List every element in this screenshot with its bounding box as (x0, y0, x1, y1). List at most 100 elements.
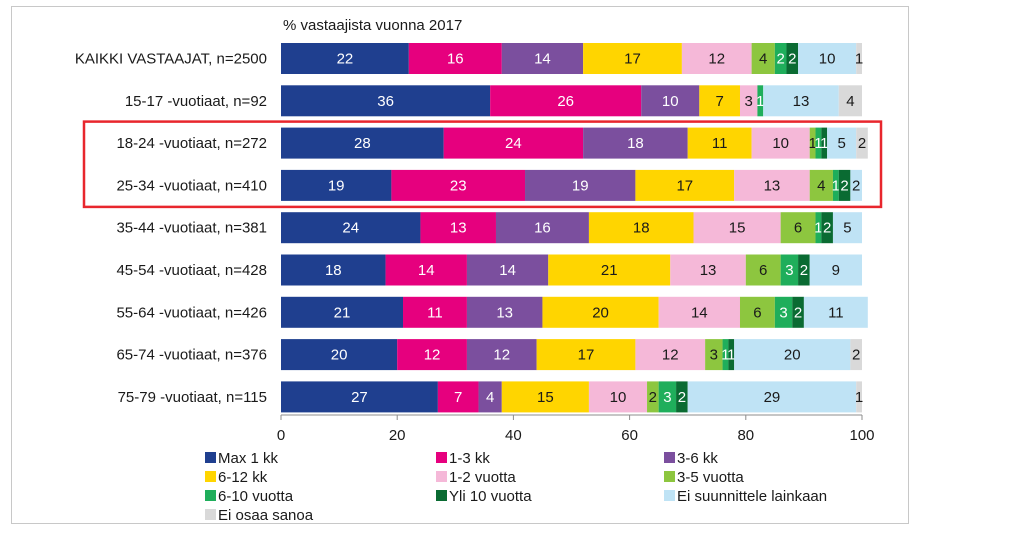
bar-segment (687, 127, 752, 159)
category-label: 15-17 -vuotiaat, n=92 (125, 93, 267, 110)
data-label: 2 (852, 177, 860, 194)
data-label: 12 (662, 347, 679, 364)
bar-segment (815, 127, 822, 159)
data-label: 14 (534, 51, 551, 68)
bar-segment (658, 381, 677, 413)
legend-swatch (436, 452, 447, 463)
data-label: 4 (759, 51, 767, 68)
bar-segment (542, 296, 659, 328)
bar-segment (809, 127, 816, 159)
data-label: 5 (843, 220, 851, 237)
data-label: 1 (721, 347, 729, 364)
bar-segment (832, 169, 839, 201)
data-label: 14 (499, 262, 516, 279)
data-label: 12 (708, 51, 725, 68)
bar-segment (647, 381, 659, 413)
bar-segment (774, 43, 787, 74)
bar-segment (856, 43, 862, 74)
highlight-box (82, 120, 883, 209)
data-label: 2 (678, 389, 686, 406)
category-label: 18-24 -vuotiaat, n=272 (116, 135, 267, 152)
x-tick-label: 40 (505, 427, 522, 444)
data-label: 11 (427, 304, 443, 321)
data-label: 16 (534, 220, 551, 237)
data-label: 4 (486, 389, 494, 406)
data-label: 20 (784, 347, 801, 364)
data-label: 12 (493, 347, 510, 364)
legend-swatch (205, 471, 216, 482)
bar-segment (391, 169, 526, 201)
data-label: 7 (454, 389, 462, 406)
legend: Max 1 kk 1-3 kk 3-6 kk 6-12 kk 1-2 vuotta 3-5… (205, 450, 827, 524)
bar-segment (525, 169, 636, 201)
x-tick-label: 80 (737, 427, 754, 444)
data-label: 1 (820, 135, 828, 152)
bar-segment (728, 339, 735, 371)
bar-segment (490, 85, 642, 117)
bar-segment (757, 85, 764, 117)
bar-segment (780, 212, 816, 244)
legend-label: Ei suunnittele lainkaan (677, 488, 827, 505)
bars-layer: KAIKKI VASTAAJAT, n=2500 22 16 14 17 12 4 2 2 10 1… (75, 43, 883, 413)
bar-segment (536, 339, 636, 371)
bar-segment (583, 127, 688, 159)
bar-segment (803, 296, 868, 328)
x-axis: 0 20 40 60 80 100 (277, 414, 875, 444)
category-label: KAIKKI VASTAAJAT, n=2500 (75, 51, 267, 68)
bar-segment (745, 254, 781, 286)
data-label: 18 (325, 262, 342, 279)
legend-label: Yli 10 vuotta (449, 488, 532, 505)
data-label: 3 (710, 347, 718, 364)
bar-segment (821, 212, 833, 244)
bar-segment (705, 339, 723, 371)
data-label: 13 (450, 220, 467, 237)
legend-swatch (436, 471, 447, 482)
bar-segment (641, 85, 700, 117)
data-label: 13 (764, 177, 781, 194)
data-label: 12 (424, 347, 441, 364)
data-label: 24 (505, 135, 522, 152)
data-label: 1 (855, 389, 863, 406)
data-label: 14 (418, 262, 435, 279)
stacked-bar-chart: % vastaajista vuonna 2017 KAIKKI VASTAAJ… (75, 17, 883, 524)
bar-segment (635, 339, 706, 371)
bar-segment (809, 254, 862, 286)
bar-segment (495, 212, 589, 244)
bar-segment (548, 254, 671, 286)
legend-label: Max 1 kk (218, 450, 279, 467)
data-label: 3 (745, 93, 753, 110)
legend-swatch (664, 452, 675, 463)
data-label: 11 (712, 135, 728, 152)
bar-segment (676, 381, 688, 413)
data-label: 6 (794, 220, 802, 237)
bar-segment (281, 381, 438, 413)
bar-segment (501, 43, 584, 74)
legend-swatch (205, 509, 216, 520)
data-label: 6 (753, 304, 761, 321)
legend-swatch (436, 490, 447, 501)
category-label: 25-34 -vuotiaat, n=410 (116, 177, 267, 194)
data-label: 9 (832, 262, 840, 279)
data-label: 27 (351, 389, 368, 406)
bar-segment (798, 43, 857, 74)
bar-segment (385, 254, 467, 286)
data-label: 13 (496, 304, 513, 321)
data-label: 7 (715, 93, 723, 110)
data-label: 10 (662, 93, 679, 110)
bar-segment (739, 296, 775, 328)
bar-segment (681, 43, 752, 74)
bar-segment (827, 127, 857, 159)
data-label: 2 (788, 51, 796, 68)
legend-label: 1-2 vuotta (449, 469, 516, 486)
data-label: 2 (852, 347, 860, 364)
data-label: 17 (676, 177, 693, 194)
data-label: 5 (837, 135, 845, 152)
bar-segment (281, 85, 491, 117)
data-label: 2 (823, 220, 831, 237)
x-tick-label: 0 (277, 427, 285, 444)
category-label: 65-74 -vuotiaat, n=376 (116, 347, 267, 364)
data-label: 16 (447, 51, 464, 68)
data-label: 15 (537, 389, 554, 406)
legend-swatch (205, 452, 216, 463)
data-label: 17 (578, 347, 595, 364)
